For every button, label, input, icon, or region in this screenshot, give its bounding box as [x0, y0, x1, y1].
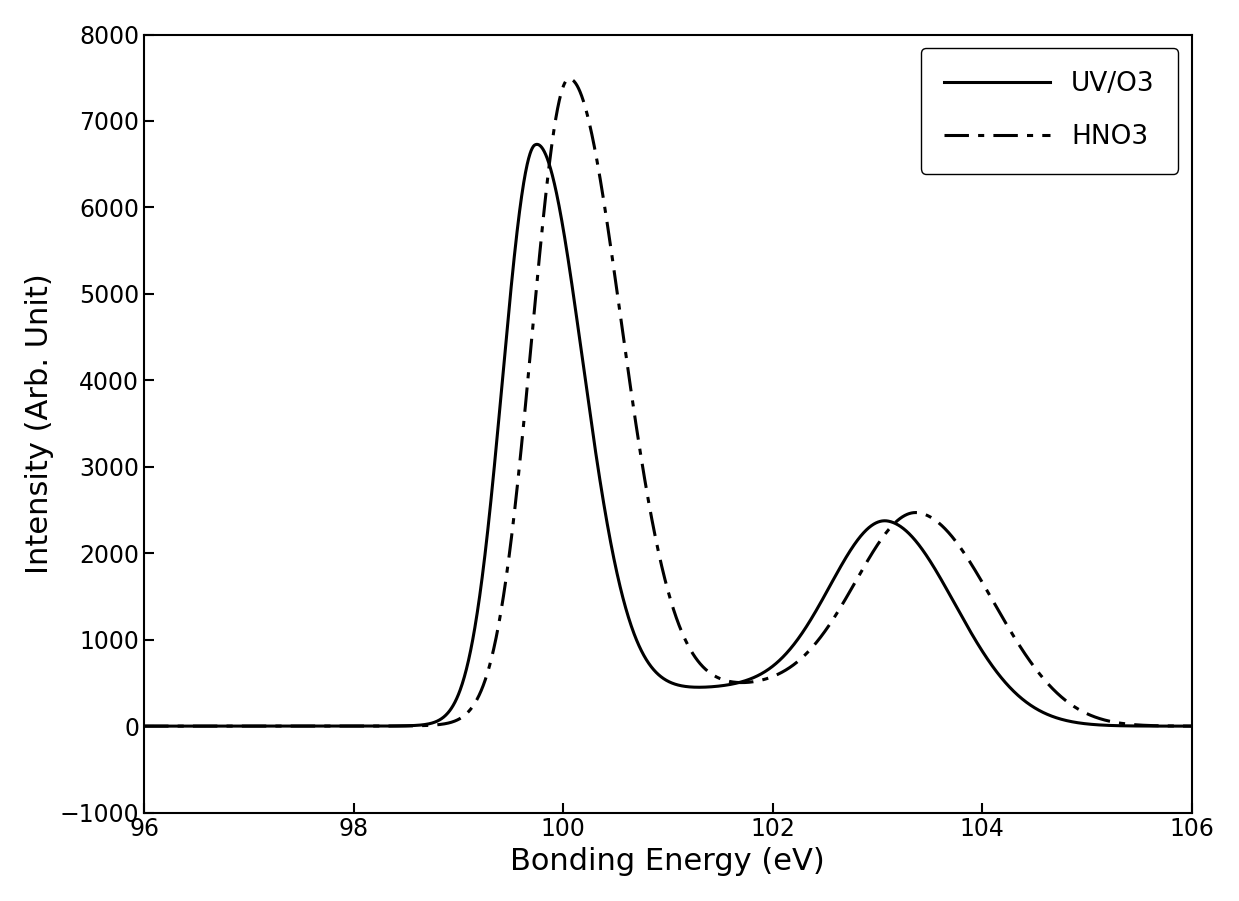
- HNO3: [1163, 721, 1178, 732]
- HNO3: [584, 127, 598, 138]
- Y-axis label: Intensity (Arb. Unit): Intensity (Arb. Unit): [25, 273, 55, 574]
- HNO3: [538, 190, 553, 201]
- UV/O3: [256, 721, 271, 732]
- UV/O3: [1163, 721, 1178, 732]
- UV/O3: [1184, 721, 1199, 732]
- Legend: UV/O3, HNO3: UV/O3, HNO3: [921, 48, 1178, 174]
- X-axis label: Bonding Energy (eV): Bonding Energy (eV): [510, 847, 825, 876]
- UV/O3: [136, 721, 151, 732]
- HNO3: [136, 721, 151, 732]
- HNO3: [256, 721, 271, 732]
- HNO3: [1051, 689, 1066, 700]
- UV/O3: [529, 139, 544, 150]
- Line: HNO3: HNO3: [144, 79, 1192, 726]
- UV/O3: [584, 418, 598, 429]
- HNO3: [1184, 721, 1199, 732]
- UV/O3: [318, 721, 333, 732]
- HNO3: [318, 721, 333, 732]
- UV/O3: [1051, 713, 1066, 724]
- Line: UV/O3: UV/O3: [144, 144, 1192, 726]
- UV/O3: [539, 150, 554, 161]
- HNO3: [563, 74, 577, 85]
